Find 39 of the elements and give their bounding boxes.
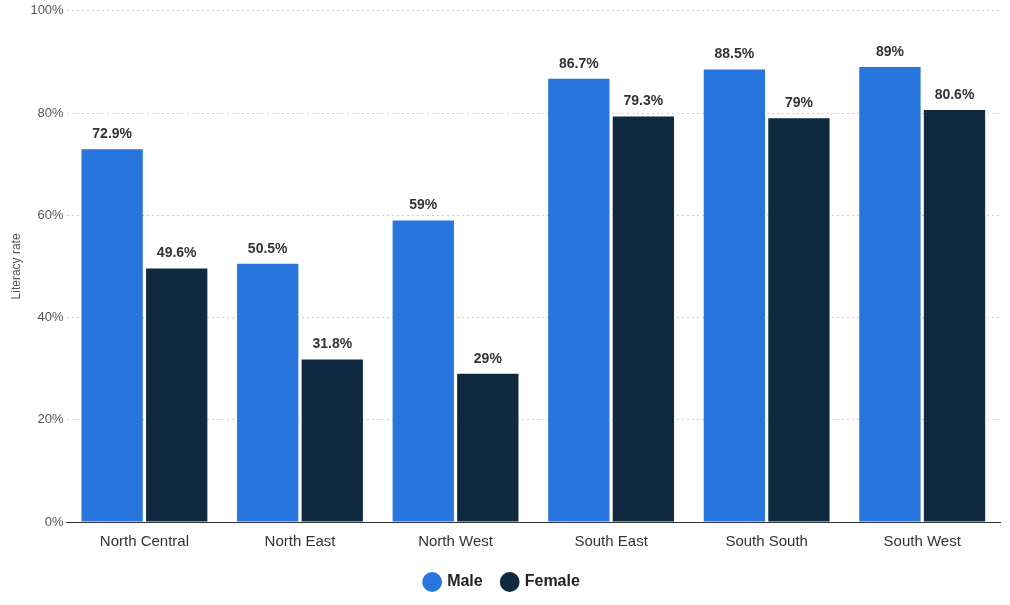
- data-label: 50.5%: [247, 239, 289, 256]
- data-label: 88.5%: [714, 45, 755, 62]
- bar: [81, 149, 143, 522]
- bar: [859, 67, 921, 522]
- bar: [392, 220, 454, 522]
- x-tick-label: South East: [574, 532, 649, 550]
- data-label: 59%: [409, 196, 438, 213]
- x-tick-label: North West: [418, 532, 494, 550]
- bar: [146, 268, 208, 522]
- data-label: 49.6%: [156, 244, 198, 261]
- x-tick-label: North Central: [99, 532, 190, 550]
- x-tick-label: North East: [264, 532, 337, 550]
- bar: [548, 78, 610, 522]
- bar: [703, 69, 766, 522]
- bar: [457, 373, 519, 522]
- bar: [768, 118, 830, 522]
- y-tick-label: 80%: [37, 104, 65, 120]
- y-tick-label: 100%: [30, 2, 65, 18]
- bar: [612, 116, 675, 522]
- data-label: 89%: [875, 42, 905, 59]
- data-label: 29%: [473, 349, 503, 366]
- bar: [301, 359, 363, 522]
- legend-label: Female: [524, 572, 580, 590]
- data-label: 80.6%: [934, 85, 975, 102]
- legend-label: Male: [447, 572, 483, 590]
- data-label: 79%: [784, 94, 814, 111]
- bar: [923, 109, 986, 522]
- y-tick-label: 0%: [44, 513, 65, 529]
- y-tick-label: 20%: [37, 411, 65, 427]
- y-axis-title: Literacy rate: [8, 233, 23, 300]
- data-label: 79.3%: [623, 92, 664, 109]
- data-label: 31.8%: [312, 335, 353, 352]
- bar: [237, 263, 299, 522]
- data-label: 72.9%: [92, 125, 133, 142]
- y-tick-label: 60%: [37, 206, 65, 222]
- y-tick-label: 40%: [37, 309, 65, 325]
- x-tick-label: South West: [883, 532, 962, 550]
- x-tick-label: South South: [725, 532, 808, 550]
- data-label: 86.7%: [558, 54, 600, 71]
